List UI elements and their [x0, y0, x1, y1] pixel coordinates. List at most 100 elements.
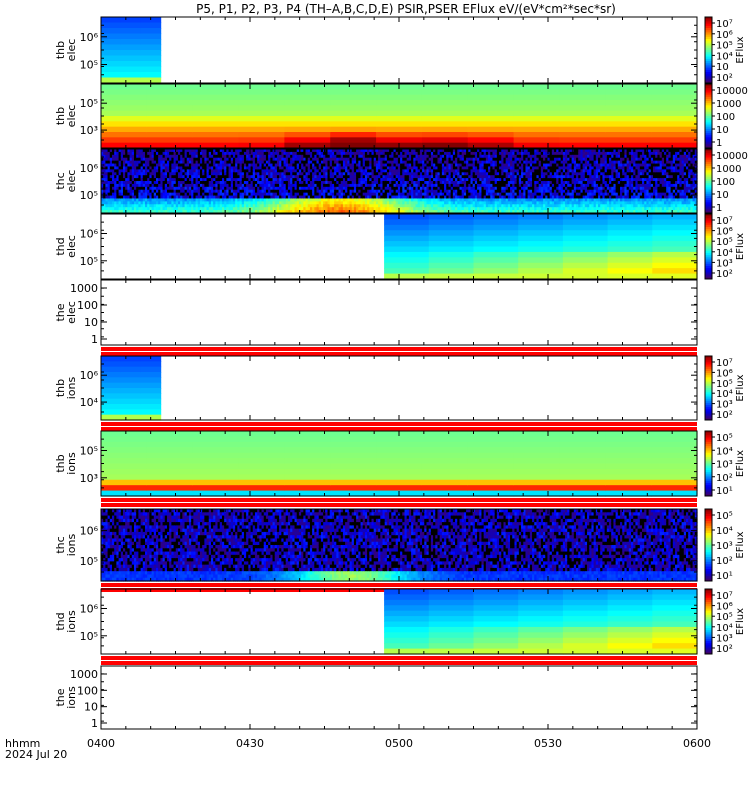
- heat-cell: [605, 105, 651, 111]
- heat-cell: [239, 127, 285, 133]
- heat-cell: [422, 121, 468, 127]
- heat-cell: [330, 121, 376, 127]
- heat-cell: [422, 89, 468, 95]
- heat-cell: [147, 137, 193, 143]
- heat-cell: [605, 121, 651, 127]
- heat-cell: [121, 50, 141, 56]
- heat-cell: [239, 105, 285, 111]
- heat-cell: [141, 28, 161, 34]
- heat-cell: [514, 95, 560, 101]
- heat-cell: [193, 84, 239, 90]
- heat-cell: [101, 132, 147, 138]
- heat-cell: [468, 121, 514, 127]
- heat-cell: [193, 105, 239, 111]
- heat-cell: [514, 132, 560, 138]
- heat-cell: [141, 50, 161, 56]
- heat-cell: [651, 121, 697, 127]
- heat-cell: [330, 127, 376, 133]
- heat-cell: [605, 132, 651, 138]
- heat-cell: [284, 84, 330, 90]
- heat-cell: [284, 89, 330, 95]
- heat-cell: [193, 100, 239, 106]
- heat-cell: [468, 105, 514, 111]
- heat-cell: [193, 89, 239, 95]
- heat-cell: [422, 137, 468, 143]
- colorbar-label: EFlux: [735, 36, 746, 63]
- heat-cell: [141, 72, 161, 78]
- heat-cell: [605, 111, 651, 117]
- heat-cell: [147, 127, 193, 133]
- heat-cell: [101, 56, 121, 62]
- colorbar-tick-label: 10000: [716, 86, 748, 97]
- colorbar-tick-label: 10²: [716, 73, 733, 84]
- heat-cell: [514, 121, 560, 127]
- heat-cell: [468, 132, 514, 138]
- heat-cell: [330, 137, 376, 143]
- heat-cell: [468, 127, 514, 133]
- heat-cell: [376, 100, 422, 106]
- heat-cell: [284, 132, 330, 138]
- heat-cell: [101, 50, 121, 56]
- panel-frame: [101, 17, 697, 83]
- colorbar-tick-label: 10: [716, 125, 729, 136]
- heat-cell: [284, 137, 330, 143]
- heat-cell: [651, 111, 697, 117]
- heat-cell: [559, 100, 605, 106]
- heat-cell: [605, 89, 651, 95]
- heat-cell: [422, 116, 468, 122]
- heat-cell: [514, 137, 560, 143]
- heat-cell: [376, 95, 422, 101]
- heat-cell: [193, 116, 239, 122]
- heat-cell: [121, 28, 141, 34]
- heat-cell: [193, 95, 239, 101]
- colorbar-tick-label: 10⁴: [716, 51, 733, 62]
- heat-cell: [147, 111, 193, 117]
- heat-cell: [147, 116, 193, 122]
- heat-cell: [193, 132, 239, 138]
- heat-cell: [559, 105, 605, 111]
- heat-cell: [239, 116, 285, 122]
- heat-cell: [193, 121, 239, 127]
- heat-cell: [514, 89, 560, 95]
- heat-cell: [101, 100, 147, 106]
- heat-cell: [101, 95, 147, 101]
- colorbar-tick-label: 1000: [716, 99, 741, 110]
- heat-cell: [559, 111, 605, 117]
- colorbar-tick-label: 100: [716, 112, 735, 123]
- heat-cell: [239, 137, 285, 143]
- heat-cell: [121, 61, 141, 67]
- heat-cell: [330, 111, 376, 117]
- panel-label-species: elec: [65, 39, 78, 62]
- heat-cell: [651, 116, 697, 122]
- heat-cell: [239, 132, 285, 138]
- panel-thc-elec: 10⁶10⁵thcelec100001000100101: [54, 149, 748, 214]
- heat-cell: [239, 95, 285, 101]
- heat-cell: [514, 100, 560, 106]
- heat-cell: [101, 89, 147, 95]
- heat-cell: [284, 127, 330, 133]
- heat-cell: [147, 132, 193, 138]
- heat-cell: [468, 84, 514, 90]
- heat-cell: [121, 67, 141, 73]
- y-tick-label: 10³: [80, 124, 98, 137]
- heat-cell: [330, 105, 376, 111]
- heat-cell: [121, 45, 141, 51]
- heat-cell: [141, 61, 161, 67]
- heat-cell: [284, 105, 330, 111]
- heat-cell: [605, 84, 651, 90]
- heat-cell: [284, 100, 330, 106]
- heat-cell: [147, 89, 193, 95]
- heat-cell: [468, 100, 514, 106]
- heat-cell: [141, 34, 161, 40]
- heat-cell: [101, 45, 121, 51]
- heat-cell: [101, 67, 121, 73]
- heat-cell: [147, 84, 193, 90]
- colorbar-tick-label: 10⁵: [716, 41, 733, 52]
- heat-cell: [559, 121, 605, 127]
- heat-cell: [468, 137, 514, 143]
- heat-cell: [651, 105, 697, 111]
- heat-cell: [101, 17, 121, 23]
- heat-cell: [376, 132, 422, 138]
- heat-cell: [121, 56, 141, 62]
